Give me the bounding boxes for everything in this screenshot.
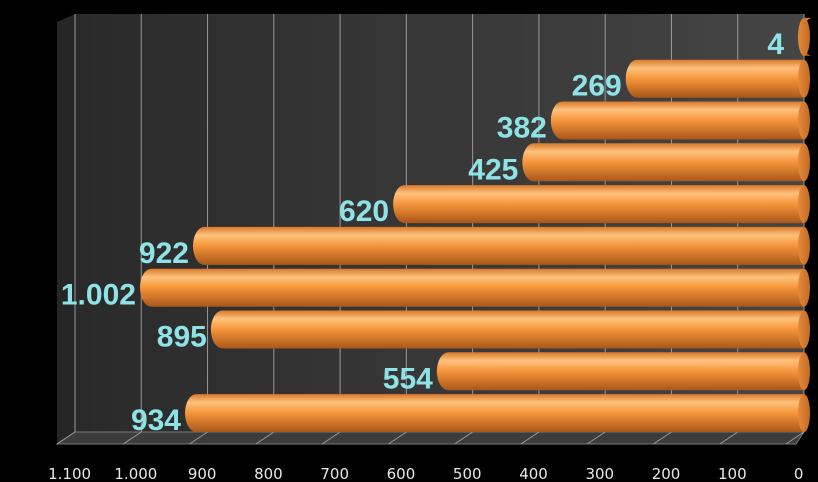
- bar: [185, 394, 810, 433]
- gridline-depth: [785, 431, 805, 445]
- bar: [625, 59, 810, 98]
- data-label: 554: [383, 362, 433, 395]
- data-label: 425: [468, 153, 518, 186]
- bar: [522, 143, 810, 182]
- bar-end-cap: [798, 394, 810, 433]
- bar-end-cap: [798, 101, 810, 140]
- bar-end-cap: [798, 143, 810, 182]
- data-label: 895: [157, 321, 207, 354]
- bar-end-cap: [798, 268, 810, 307]
- plot-side-wall: [57, 14, 75, 444]
- gridline-depth: [520, 431, 540, 445]
- data-label: 382: [497, 112, 547, 145]
- data-label: 269: [572, 70, 622, 103]
- data-label: 620: [339, 195, 389, 228]
- data-label: 4: [767, 28, 784, 61]
- bar-end-cap: [798, 352, 810, 391]
- bar: [393, 185, 810, 224]
- bar-body: [192, 226, 804, 265]
- bar-body: [393, 185, 804, 224]
- bar: [192, 226, 810, 265]
- data-label: 1.002: [61, 279, 136, 312]
- bar-body: [139, 268, 805, 307]
- gridline-depth: [388, 431, 407, 445]
- gridline-depth: [189, 431, 208, 445]
- x-tick-label: 1.100: [48, 465, 91, 482]
- x-tick-label: 200: [652, 465, 681, 482]
- gridline-depth: [56, 431, 76, 445]
- gridline-depth: [719, 431, 739, 445]
- data-label: 934: [131, 404, 181, 437]
- bar-body: [436, 352, 804, 391]
- data-label: 922: [139, 237, 189, 270]
- bar: [436, 352, 810, 391]
- bar-end-cap: [798, 59, 810, 98]
- x-tick-label: 400: [519, 465, 548, 482]
- x-tick-label: 100: [718, 465, 747, 482]
- gridline-depth: [122, 431, 142, 445]
- bar: [798, 17, 813, 56]
- bar: [139, 268, 810, 307]
- gridline-depth: [454, 431, 473, 445]
- bar-end-cap: [798, 185, 810, 224]
- gridline-depth: [653, 431, 672, 445]
- bar-body: [185, 394, 805, 433]
- x-tick-label: 0: [794, 465, 804, 482]
- x-tick-label: 300: [585, 465, 614, 482]
- gridline-depth: [586, 431, 606, 445]
- gridline-depth: [321, 431, 341, 445]
- bar-body: [522, 143, 804, 182]
- x-tick-label: 800: [254, 465, 283, 482]
- bar-body: [210, 310, 804, 349]
- x-tick-label: 900: [188, 465, 217, 482]
- bar-body: [625, 59, 804, 98]
- x-tick-label: 700: [320, 465, 349, 482]
- bar-end-cap: [798, 226, 810, 265]
- bar-body: [550, 101, 804, 140]
- bar-end-cap: [798, 310, 810, 349]
- bar-end-cap: [798, 17, 810, 56]
- x-tick-label: 500: [453, 465, 482, 482]
- x-tick-label: 600: [387, 465, 416, 482]
- gridline-depth: [255, 431, 275, 445]
- bar: [550, 101, 810, 140]
- bar: [210, 310, 810, 349]
- x-tick-label: 1.000: [114, 465, 157, 482]
